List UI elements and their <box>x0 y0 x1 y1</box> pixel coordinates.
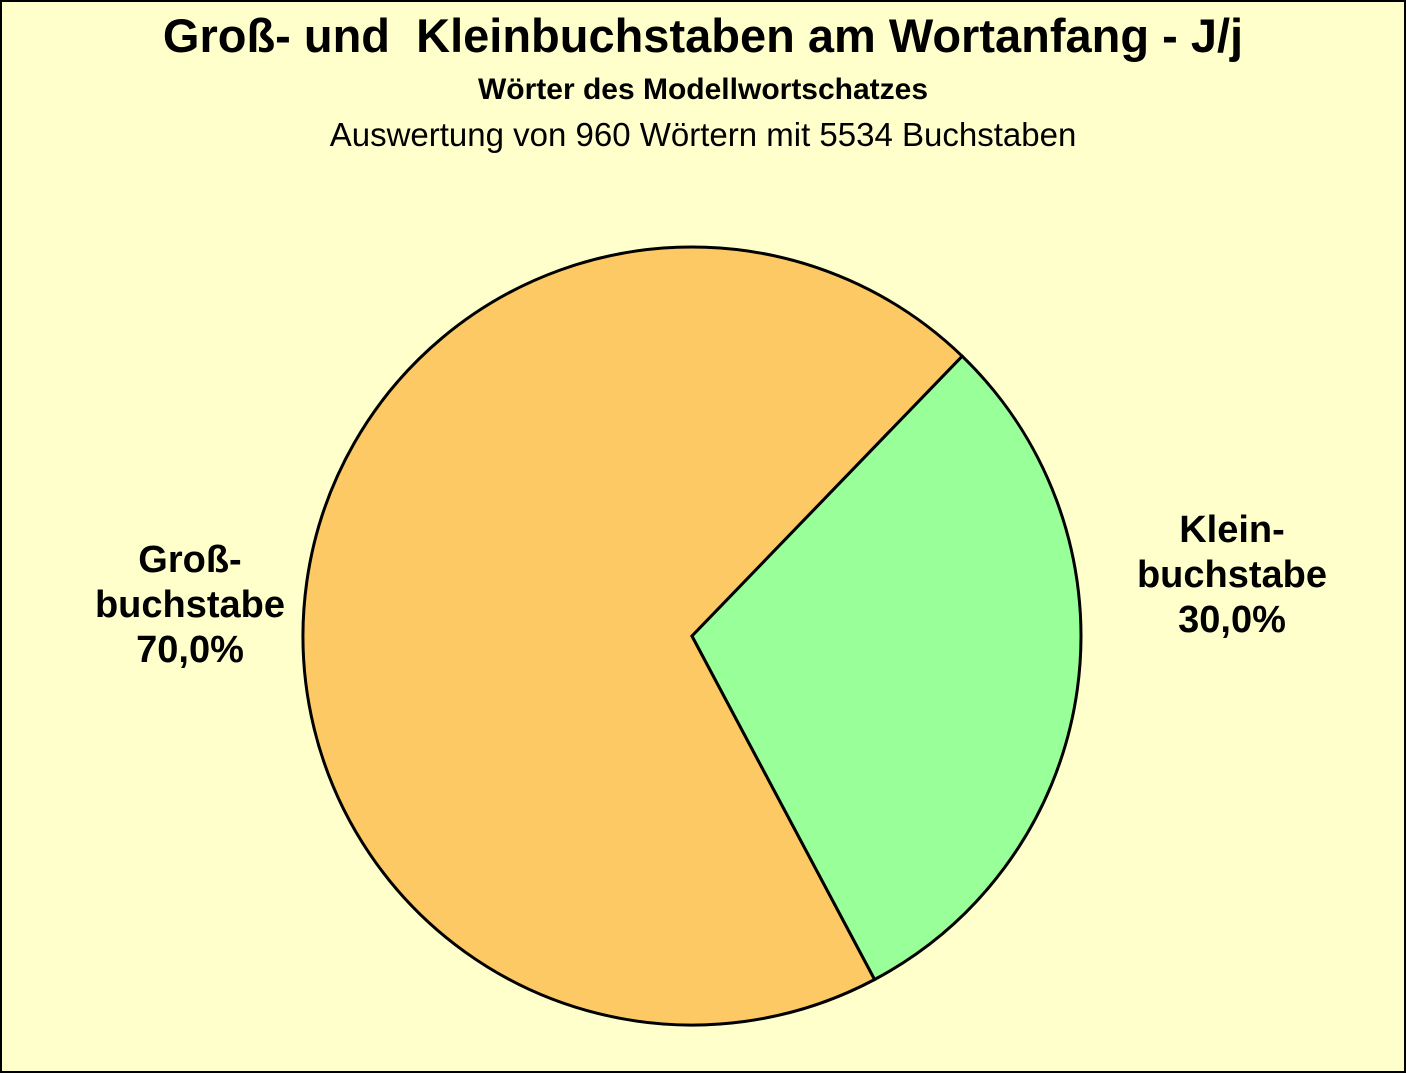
pie-slice-grossbuchstabe <box>301 245 965 1027</box>
pie-slice-kleinbuchstabe <box>690 354 1083 982</box>
slice-label-grossbuchstabe: Groß- buchstabe 70,0% <box>94 539 286 671</box>
chart-subtitle: Wörter des Modellwortschatzes <box>477 73 929 106</box>
chart-title: Groß- und Kleinbuchstaben am Wortanfang … <box>162 9 1244 62</box>
slice-label-kleinbuchstabe: Klein- buchstabe 30,0% <box>1136 509 1328 641</box>
chart-annotation: Auswertung von 960 Wörtern mit 5534 Buch… <box>329 116 1077 153</box>
